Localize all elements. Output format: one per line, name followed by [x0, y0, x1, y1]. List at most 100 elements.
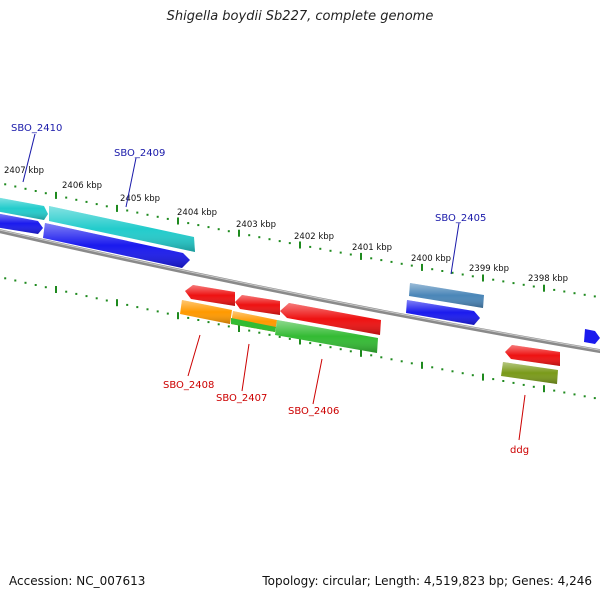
- gene-ddg-bar[interactable]: [501, 362, 558, 384]
- ruler-lower-minor-tick: [65, 290, 68, 293]
- ruler-upper-minor-tick: [522, 283, 525, 286]
- ruler-lower-minor-tick: [95, 297, 98, 300]
- ruler-upper-minor-tick: [583, 293, 586, 296]
- cds-sbo-2407-bar[interactable]: [235, 295, 280, 315]
- ruler-lower-minor-tick: [370, 354, 373, 357]
- gene-sbo-2405-bar[interactable]: [409, 283, 484, 308]
- ruler-lower-minor-tick: [126, 303, 129, 306]
- tick-label-2407: 2407 kbp: [4, 166, 44, 176]
- ruler-upper-minor-tick: [24, 187, 27, 190]
- cds-sbo-2405-bar[interactable]: [406, 300, 480, 325]
- gene-sbo-2409-bar[interactable]: [49, 206, 195, 252]
- cds-sbo-2410-bar[interactable]: [0, 213, 43, 234]
- label-sbo-2406[interactable]: SBO_2406: [288, 406, 339, 417]
- ruler-upper-minor-tick: [390, 260, 393, 263]
- leader-sbo-2410: [22, 133, 36, 183]
- reverse-features: [180, 285, 560, 384]
- ruler-lower-major-tick: [177, 312, 179, 320]
- ruler-lower-minor-tick: [309, 342, 312, 345]
- ruler-upper-minor-tick: [431, 268, 434, 271]
- label-ddg[interactable]: ddg: [510, 445, 529, 456]
- ruler-upper-minor-tick: [136, 211, 139, 214]
- ruler-upper-minor-tick: [471, 275, 474, 278]
- cds-sbo-2409-bar[interactable]: [43, 223, 190, 268]
- ruler-upper-minor-tick: [156, 215, 159, 218]
- gene-sbo-2406-bar[interactable]: [275, 320, 378, 353]
- ruler-upper-minor-tick: [288, 242, 291, 245]
- ruler-lower-minor-tick: [410, 362, 413, 365]
- ruler-upper-minor-tick: [85, 200, 88, 203]
- ruler-lower-minor-tick: [207, 321, 210, 324]
- ruler-upper-minor-tick: [349, 253, 352, 256]
- ruler-lower-minor-tick: [24, 281, 27, 284]
- gene-sbo-2410-bar[interactable]: [0, 197, 48, 220]
- ruler-lower-minor-tick: [136, 306, 139, 309]
- ruler-lower-minor-tick: [451, 370, 454, 373]
- tick-label-2399: 2399 kbp: [469, 264, 509, 274]
- cds-offscreen-forward-bar[interactable]: [584, 329, 600, 344]
- cds-ddg-bar[interactable]: [505, 345, 560, 366]
- gene-labels: SBO_2410 SBO_2409 SBO_2405 SBO_2408 SBO_…: [11, 123, 529, 456]
- ruler-lower-minor-tick: [34, 284, 37, 286]
- ruler-lower-minor-tick: [512, 381, 515, 384]
- ruler-lower-minor-tick: [227, 325, 230, 328]
- ruler-upper-minor-tick: [532, 285, 535, 288]
- genome-stats-text: Topology: circular; Length: 4,519,823 bp…: [262, 574, 592, 588]
- ruler-lower-minor-tick: [380, 356, 383, 359]
- ruler-lower-minor-tick: [461, 372, 464, 375]
- tick-label-2402: 2402 kbp: [294, 232, 334, 242]
- ruler-upper-minor-tick: [187, 222, 190, 225]
- label-sbo-2405[interactable]: SBO_2405: [435, 213, 486, 224]
- ruler-upper-major-tick: [421, 263, 423, 271]
- ruler-upper-minor-tick: [4, 183, 7, 186]
- ruler-lower-minor-tick: [400, 360, 403, 363]
- tick-label-2404: 2404 kbp: [177, 208, 217, 218]
- ruler-upper-minor-tick: [34, 190, 37, 192]
- ruler-lower-minor-tick: [197, 319, 200, 321]
- cds-sbo-2408-bar[interactable]: [185, 285, 235, 306]
- ruler-upper-minor-tick: [227, 230, 230, 233]
- ruler-lower-minor-tick: [319, 344, 322, 347]
- ruler-lower-minor-tick: [248, 329, 251, 332]
- label-sbo-2409[interactable]: SBO_2409: [114, 148, 165, 159]
- ruler-upper-minor-tick: [441, 270, 444, 272]
- ruler-upper-minor-tick: [410, 264, 413, 267]
- ruler-lower-minor-tick: [431, 366, 434, 369]
- cds-sbo-2406-bar[interactable]: [280, 303, 381, 335]
- label-sbo-2410[interactable]: SBO_2410: [11, 123, 62, 134]
- leader-sbo-2407: [241, 343, 250, 392]
- gene-sbo-2408-bar[interactable]: [180, 300, 232, 324]
- leader-sbo-2406: [312, 358, 323, 405]
- ruler-lower: [4, 277, 596, 400]
- ruler-lower-minor-tick: [75, 292, 78, 295]
- ruler-lower-major-tick: [116, 299, 118, 307]
- ruler-upper-minor-tick: [512, 282, 515, 285]
- ruler-lower-minor-tick: [156, 310, 159, 313]
- ruler-lower-minor-tick: [573, 393, 576, 396]
- ruler-lower-minor-tick: [44, 286, 47, 289]
- genome-backbone-highlight: [0, 229, 600, 351]
- label-sbo-2408[interactable]: SBO_2408: [163, 380, 214, 391]
- ruler-lower-minor-tick: [288, 337, 291, 340]
- ruler-lower-major-tick: [360, 349, 362, 357]
- label-sbo-2407[interactable]: SBO_2407: [216, 393, 267, 404]
- ruler-upper-major-tick: [360, 252, 362, 260]
- forward-features: [0, 197, 600, 344]
- ruler-upper-minor-tick: [105, 205, 108, 208]
- ruler-lower-minor-tick: [105, 299, 108, 302]
- genome-backbone: [0, 229, 600, 354]
- ruler-lower-minor-tick: [217, 323, 220, 326]
- ruler-lower-minor-tick: [522, 383, 525, 386]
- ruler-upper-major-tick: [177, 217, 179, 225]
- ruler-lower-minor-tick: [339, 348, 342, 351]
- ruler-labels: 2407 kbp 2406 kbp 2405 kbp 2404 kbp 2403…: [4, 166, 568, 284]
- ruler-upper-minor-tick: [166, 217, 169, 220]
- tick-label-2401: 2401 kbp: [352, 243, 392, 253]
- tick-label-2406: 2406 kbp: [62, 181, 102, 191]
- leader-sbo-2408: [187, 334, 201, 377]
- gene-sbo-2407-bar[interactable]: [231, 311, 277, 332]
- ruler-upper-minor-tick: [95, 203, 98, 206]
- ruler-upper-minor-tick: [329, 249, 332, 252]
- ruler-upper-minor-tick: [400, 262, 403, 265]
